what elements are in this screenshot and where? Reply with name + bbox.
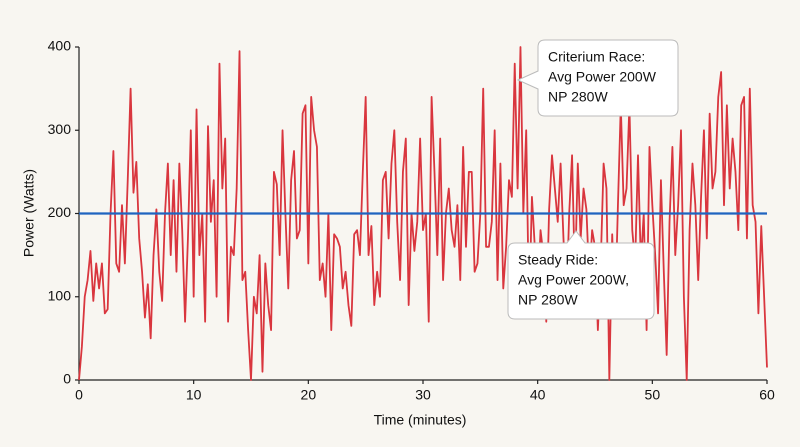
callout-text: Avg Power 200W, (518, 272, 629, 288)
callout-text: Steady Ride: (518, 252, 598, 268)
x-axis-label: Time (minutes) (374, 412, 467, 428)
callout-text: Avg Power 200W (548, 69, 657, 85)
callout-box (507, 230, 655, 320)
y-tick-label: 400 (48, 38, 72, 54)
callout-text: NP 280W (518, 292, 578, 308)
x-tick-label: 50 (645, 387, 661, 403)
x-tick-label: 0 (75, 387, 83, 403)
data-line (78, 46, 768, 381)
y-axis-label: Power (Watts) (21, 169, 37, 257)
x-tick-label: 40 (530, 387, 546, 403)
callout-text: Criterium Race: (548, 49, 645, 65)
callout: Steady Ride: Avg Power 200W, NP 280W (507, 230, 655, 320)
y-tick-label: 100 (48, 287, 72, 303)
x-tick-label: 60 (759, 387, 775, 403)
callout-box (516, 39, 679, 117)
callout: Criterium Race: Avg Power 200W NP 280W (516, 39, 679, 117)
y-tick-label: 300 (48, 121, 72, 137)
y-tick-label: 200 (48, 204, 72, 220)
x-tick-label: 30 (415, 387, 431, 403)
x-tick-label: 20 (301, 387, 317, 403)
callout-text: NP 280W (548, 89, 608, 105)
x-tick-label: 10 (186, 387, 202, 403)
y-tick-label: 0 (63, 371, 71, 387)
